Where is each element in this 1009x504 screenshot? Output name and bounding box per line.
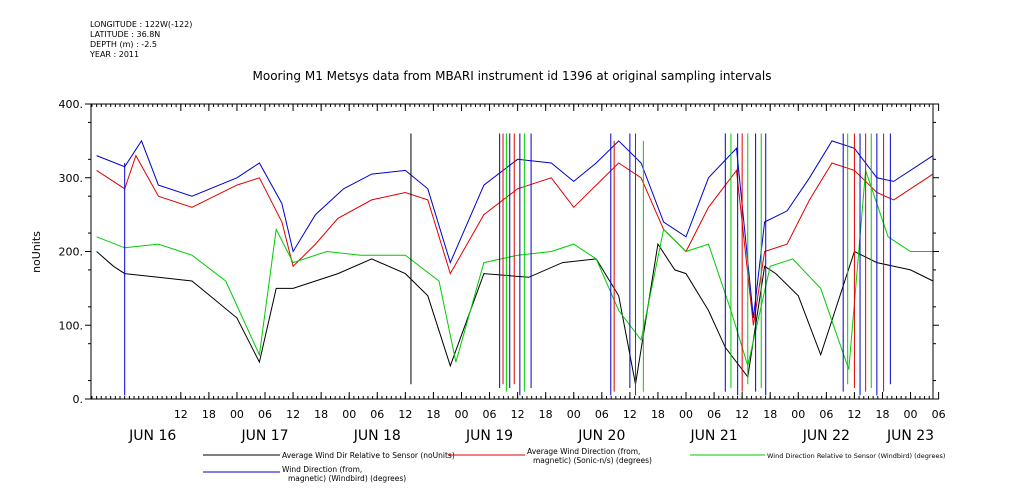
x-tick-label: 00 [454,408,468,421]
x-tick-label: 18 [875,408,889,421]
y-tick-label: 0. [73,393,84,406]
x-tick-label: 06 [258,408,272,421]
x-tick-label: 06 [483,408,497,421]
y-axis-label: noUnits [30,231,43,273]
series-line-1 [96,154,934,326]
depth-label: DEPTH (m) : -2.5 [90,40,157,49]
axes: 0. 100. 200. 300. 400. 12 18 00 06 12 18 00 06 12 18 00… [59,98,946,444]
latitude-label: LATITUDE : 36.8N [90,30,161,39]
x-tick-label: 18 [651,408,665,421]
year-label: YEAR : 2011 [90,50,140,59]
series-line-0 [96,242,934,385]
metadata-block: LONGITUDE : 122W(-122) LATITUDE : 36.8N … [90,20,192,60]
y-tick-label: 400. [59,98,84,111]
legend-label-3: magnetic) (Windbird) (degrees) [288,474,406,483]
x-tick-label: 18 [426,408,440,421]
y-tick-label: 100. [59,319,84,332]
x-tick-label: 00 [679,408,693,421]
series-line-3 [96,139,934,318]
series-line-2 [96,170,933,370]
x-day-label: JUN 16 [128,428,176,444]
x-day-label: JUN 22 [802,428,850,444]
x-tick-label: 00 [567,408,581,421]
legend-label-0: Average Wind Dir Relative to Sensor (noU… [282,451,455,460]
longitude-label: LONGITUDE : 122W(-122) [90,20,193,29]
x-tick-label: 12 [174,408,188,421]
x-tick-label: 00 [791,408,805,421]
x-tick-label: 12 [286,408,300,421]
y-tick-label: 300. [59,172,84,185]
x-tick-label: 06 [819,408,833,421]
chart-title: Mooring M1 Metsys data from MBARI instru… [253,69,772,83]
x-tick-label: 12 [623,408,637,421]
x-day-label: JUN 20 [577,428,625,444]
x-tick-label: 00 [904,408,918,421]
x-tick-label: 06 [370,408,384,421]
x-day-label: JUN 17 [240,428,288,444]
x-tick-label: 18 [539,408,553,421]
legend-label-1: magnetic) (Sonic-n/s) (degrees) [533,456,652,465]
x-tick-label: 18 [202,408,216,421]
x-tick-label: 12 [847,408,861,421]
x-tick-label: 12 [398,408,412,421]
x-tick-label: 18 [314,408,328,421]
x-day-label: JUN 21 [690,428,738,444]
legend-label-1: Average Wind Direction (from, [527,447,640,456]
plot-area [96,133,934,396]
x-day-label: JUN 19 [465,428,513,444]
x-tick-label: 12 [735,408,749,421]
x-tick-label: 00 [342,408,356,421]
legend: Average Wind Dir Relative to Sensor (noU… [203,447,945,483]
x-tick-label: 18 [763,408,777,421]
x-tick-label: 06 [707,408,721,421]
x-day-label: JUN 23 [886,428,934,444]
x-day-label: JUN 18 [353,428,401,444]
plot-frame [90,103,934,400]
x-tick-label: 00 [230,408,244,421]
y-tick-label: 200. [59,246,84,259]
x-tick-label: 06 [932,408,946,421]
x-tick-label: 06 [595,408,609,421]
legend-label-2: Wind Direction Relative to Sensor (Windb… [767,452,945,460]
x-tick-label: 12 [511,408,525,421]
legend-label-3: Wind Direction (from, [282,465,362,474]
